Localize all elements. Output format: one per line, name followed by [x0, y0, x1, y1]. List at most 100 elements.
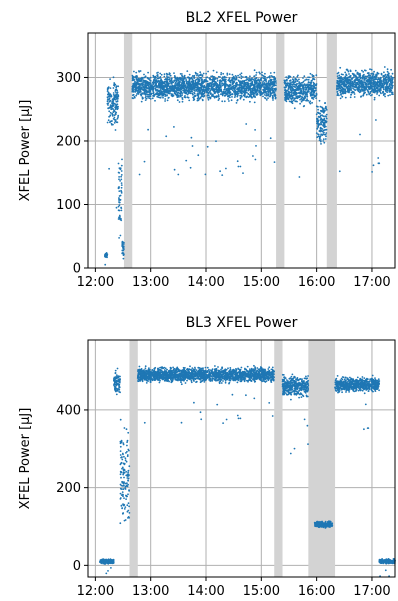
data-point [118, 201, 120, 203]
data-point [136, 89, 139, 92]
data-point [256, 93, 258, 96]
data-point [238, 86, 241, 88]
data-point [144, 367, 147, 370]
data-point [258, 71, 261, 74]
data-point [382, 85, 384, 88]
data-point [126, 474, 129, 477]
data-point [272, 90, 275, 93]
data-point [168, 78, 171, 80]
data-point [236, 381, 239, 384]
data-point [118, 199, 120, 202]
data-point [145, 82, 148, 85]
data-point [116, 89, 118, 92]
data-point [306, 78, 308, 81]
data-point [219, 79, 222, 81]
data-point [133, 70, 135, 73]
data-point [338, 83, 341, 86]
data-point [144, 85, 147, 87]
data-point [341, 78, 344, 81]
data-point [189, 166, 192, 169]
data-point [353, 74, 356, 77]
data-point [127, 469, 130, 472]
data-point [188, 80, 191, 82]
data-point [202, 95, 205, 98]
data-point [119, 216, 121, 218]
data-point [204, 173, 207, 176]
data-point [264, 97, 267, 100]
data-point [273, 76, 276, 78]
data-point [247, 85, 250, 87]
data-point [216, 92, 219, 94]
data-point [229, 96, 231, 99]
data-point [240, 72, 243, 75]
data-point [121, 507, 124, 509]
data-point [200, 95, 203, 98]
data-point [125, 460, 128, 463]
data-point [103, 559, 105, 561]
data-point [151, 84, 153, 87]
data-point [207, 92, 210, 95]
data-point [215, 140, 217, 143]
data-point [325, 109, 328, 111]
data-point [218, 81, 221, 84]
data-point [106, 88, 109, 91]
data-point [236, 94, 239, 97]
data-point [115, 93, 118, 96]
data-point [226, 87, 229, 90]
data-point [240, 77, 243, 80]
data-point [290, 93, 293, 95]
data-point [269, 137, 272, 140]
data-point [236, 87, 239, 90]
data-point [108, 167, 110, 170]
data-point [359, 133, 361, 136]
data-point [191, 367, 194, 369]
data-point [151, 88, 154, 91]
data-point [391, 93, 393, 96]
data-point [295, 100, 297, 103]
chart-title: BL3 XFEL Power [186, 315, 298, 331]
data-point [275, 84, 277, 87]
data-point [153, 93, 156, 96]
data-point [350, 77, 353, 80]
data-point [190, 136, 193, 139]
data-point [373, 91, 376, 94]
data-point [159, 91, 162, 94]
data-point [309, 100, 312, 103]
data-point [374, 78, 377, 81]
data-point [373, 70, 375, 73]
data-point [255, 76, 258, 79]
data-point [150, 92, 153, 95]
data-point [378, 89, 381, 92]
data-point [121, 467, 123, 470]
data-point [173, 89, 176, 92]
data-point [257, 89, 259, 92]
data-point [162, 90, 165, 93]
data-point [227, 84, 230, 87]
data-point [194, 80, 197, 82]
data-point [115, 111, 118, 114]
data-point [215, 87, 217, 89]
data-point [368, 77, 371, 80]
data-point [181, 81, 183, 84]
data-point [290, 91, 293, 94]
data-point [366, 80, 368, 83]
data-point [311, 96, 313, 99]
data-point [387, 76, 390, 79]
data-point [117, 162, 120, 165]
data-point [272, 99, 274, 101]
data-point [375, 119, 377, 121]
data-point [336, 82, 339, 85]
data-point [188, 85, 191, 88]
data-point [206, 84, 209, 87]
data-point [245, 83, 248, 86]
data-point [200, 83, 203, 86]
data-point [144, 76, 146, 79]
data-point [261, 71, 263, 74]
data-point [109, 93, 111, 96]
data-point [118, 197, 120, 199]
data-point [250, 79, 252, 81]
data-point [373, 98, 376, 101]
data-point [148, 90, 151, 93]
data-point [350, 94, 352, 96]
data-point [262, 86, 265, 88]
